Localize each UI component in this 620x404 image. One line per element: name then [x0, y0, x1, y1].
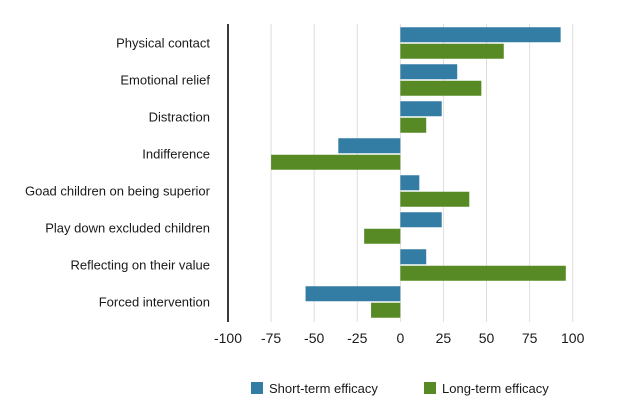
- category-label: Physical contact: [116, 36, 210, 51]
- x-tick-label: 25: [436, 330, 452, 346]
- bar-short-term: [400, 249, 427, 265]
- x-tick-label: -50: [304, 330, 324, 346]
- bar-short-term: [400, 27, 561, 43]
- legend-label: Short-term efficacy: [269, 381, 378, 396]
- x-tick-labels: -100 -75 -50 -25 0 25 50 75 100: [214, 330, 585, 346]
- bar-long-term: [400, 80, 482, 96]
- category-labels: Physical contact Emotional relief Distract…: [25, 36, 211, 310]
- bar-long-term: [364, 228, 401, 244]
- bar-short-term: [400, 175, 420, 191]
- x-tick-label: -75: [261, 330, 281, 346]
- category-label: Goad children on being superior: [25, 184, 211, 199]
- x-tick-label: 50: [479, 330, 495, 346]
- legend-swatch: [424, 382, 436, 394]
- bars: [271, 27, 566, 318]
- bar-long-term: [271, 154, 401, 170]
- category-label: Play down excluded children: [45, 221, 210, 236]
- bar-short-term: [400, 212, 442, 228]
- x-tick-label: 100: [561, 330, 585, 346]
- bar-long-term: [400, 43, 504, 59]
- x-tick-label: -100: [214, 330, 242, 346]
- bar-short-term: [305, 286, 401, 302]
- category-label: Forced intervention: [99, 295, 210, 310]
- legend: Short-term efficacy Long-term efficacy: [251, 381, 549, 396]
- x-tick-label: 0: [396, 330, 404, 346]
- x-tick-label: 75: [522, 330, 538, 346]
- bar-long-term: [400, 117, 427, 133]
- bar-short-term: [400, 64, 458, 80]
- category-label: Reflecting on their value: [71, 258, 210, 273]
- category-label: Distraction: [149, 110, 210, 125]
- bar-short-term: [338, 138, 401, 154]
- category-label: Indifference: [142, 147, 210, 162]
- bar-long-term: [371, 302, 401, 318]
- x-tick-label: -25: [347, 330, 367, 346]
- bar-short-term: [400, 101, 442, 117]
- category-label: Emotional relief: [120, 73, 210, 88]
- legend-label: Long-term efficacy: [442, 381, 549, 396]
- bar-long-term: [400, 265, 566, 281]
- bar-long-term: [400, 191, 470, 207]
- legend-swatch: [251, 382, 263, 394]
